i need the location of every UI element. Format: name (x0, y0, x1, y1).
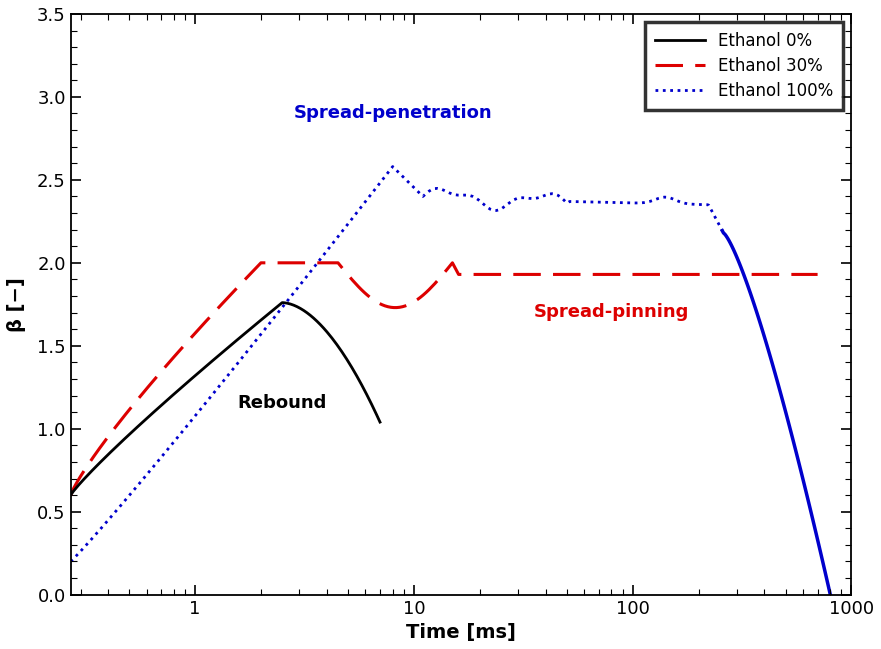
Ethanol 100% (388, 163, 398, 171)
Ethanol 30% (412, 296, 423, 304)
Ethanol 30% (226, 289, 237, 297)
Ethanol 100% (616, 199, 626, 206)
Ethanol 0% (65, 491, 76, 499)
Ethanol 100% (611, 199, 621, 206)
Ethanol 100% (636, 199, 647, 206)
Ethanol 30% (65, 491, 76, 499)
Legend: Ethanol 0%, Ethanol 30%, Ethanol 100%: Ethanol 0%, Ethanol 30%, Ethanol 100% (645, 22, 843, 110)
Ethanol 30% (812, 271, 823, 278)
Ethanol 100% (547, 190, 558, 197)
Text: Rebound: Rebound (238, 394, 327, 412)
Ethanol 0% (372, 411, 382, 419)
Ethanol 0% (70, 484, 81, 492)
Ethanol 0% (68, 487, 78, 495)
Ethanol 0% (277, 299, 287, 306)
Line: Ethanol 100%: Ethanol 100% (70, 167, 722, 561)
Y-axis label: β [−]: β [−] (7, 277, 26, 332)
Ethanol 0% (374, 418, 385, 426)
Ethanol 30% (424, 286, 434, 293)
Ethanol 30% (255, 259, 266, 267)
Text: Spread-penetration: Spread-penetration (293, 104, 492, 122)
Ethanol 0% (258, 314, 269, 322)
Ethanol 100% (717, 227, 728, 235)
Line: Ethanol 30%: Ethanol 30% (70, 263, 818, 495)
Ethanol 0% (293, 304, 304, 312)
X-axis label: Time [ms]: Time [ms] (406, 623, 516, 642)
Ethanol 30% (657, 271, 668, 278)
Ethanol 100% (267, 316, 278, 324)
Ethanol 30% (246, 269, 256, 276)
Line: Ethanol 0%: Ethanol 0% (70, 302, 380, 495)
Ethanol 30% (522, 271, 532, 278)
Ethanol 0% (274, 301, 285, 309)
Ethanol 100% (215, 381, 226, 389)
Text: Spread-pinning: Spread-pinning (534, 303, 689, 321)
Ethanol 100% (65, 557, 76, 565)
